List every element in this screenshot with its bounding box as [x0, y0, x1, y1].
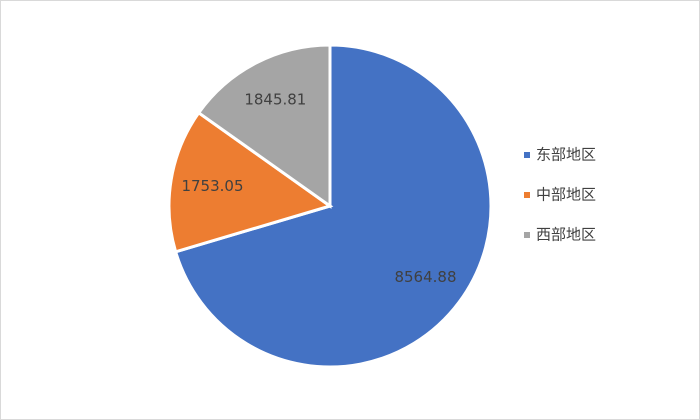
- pie-slice: [173, 43, 493, 369]
- legend-marker: [524, 152, 530, 158]
- pie-slice: [167, 110, 334, 254]
- data-label: 1845.81: [244, 91, 306, 109]
- legend-label: 东部地区: [536, 146, 596, 164]
- data-label: 8564.88: [394, 268, 456, 286]
- legend-label: 西部地区: [536, 226, 596, 244]
- pie-slice: [196, 43, 332, 209]
- data-label: 1753.05: [181, 177, 243, 195]
- legend-label: 中部地区: [536, 186, 596, 204]
- legend-marker: [524, 232, 530, 238]
- legend-marker: [524, 192, 530, 198]
